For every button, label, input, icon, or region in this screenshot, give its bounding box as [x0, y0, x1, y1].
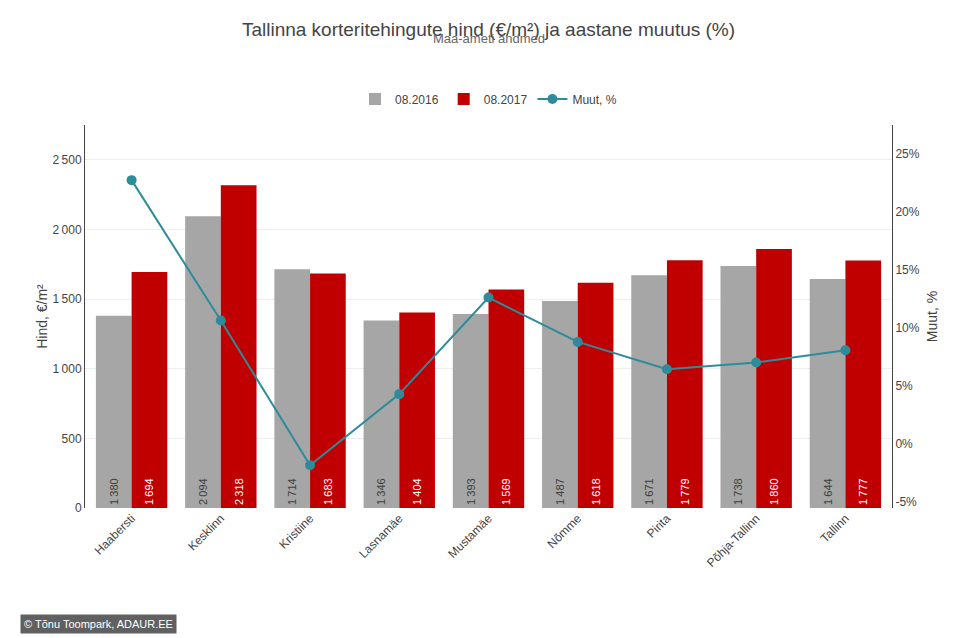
svg-text:1 380: 1 380: [108, 478, 120, 505]
svg-text:1 671: 1 671: [643, 478, 655, 505]
svg-text:1 779: 1 779: [679, 478, 691, 505]
svg-text:1 500: 1 500: [52, 292, 81, 306]
svg-text:-5%: -5%: [895, 495, 917, 509]
svg-text:1 694: 1 694: [143, 478, 155, 505]
svg-text:25%: 25%: [895, 147, 919, 161]
svg-text:1 714: 1 714: [286, 478, 298, 505]
svg-text:Maa-ameti andmed: Maa-ameti andmed: [433, 31, 545, 46]
svg-text:0: 0: [75, 501, 82, 515]
svg-text:1 569: 1 569: [500, 478, 512, 505]
svg-text:1 618: 1 618: [590, 478, 602, 505]
svg-text:Kristiine: Kristiine: [276, 511, 316, 551]
svg-text:1 683: 1 683: [322, 478, 334, 505]
svg-text:2 318: 2 318: [233, 478, 245, 505]
svg-text:2 000: 2 000: [52, 223, 81, 237]
svg-text:Muut, %: Muut, %: [924, 291, 940, 342]
svg-text:1 777: 1 777: [857, 478, 869, 505]
svg-text:Lasnamäe: Lasnamäe: [356, 511, 406, 561]
svg-text:10%: 10%: [895, 321, 919, 335]
svg-text:08.2016: 08.2016: [395, 93, 439, 107]
svg-text:1 000: 1 000: [52, 362, 81, 376]
svg-text:Muut, %: Muut, %: [572, 93, 616, 107]
svg-text:1 738: 1 738: [732, 478, 744, 505]
svg-text:5%: 5%: [895, 379, 913, 393]
svg-text:Kesklinn: Kesklinn: [185, 511, 227, 553]
svg-text:1 404: 1 404: [411, 478, 423, 505]
svg-text:15%: 15%: [895, 263, 919, 277]
svg-text:Nõmme: Nõmme: [544, 511, 584, 551]
svg-text:1 860: 1 860: [768, 478, 780, 505]
svg-text:Mustamäe: Mustamäe: [445, 511, 495, 561]
svg-text:2 500: 2 500: [52, 153, 81, 167]
svg-text:0%: 0%: [895, 437, 913, 451]
svg-text:Hind, €/m²: Hind, €/m²: [34, 284, 50, 349]
svg-text:500: 500: [62, 432, 82, 446]
svg-text:© Tõnu Toompark, ADAUR.EE: © Tõnu Toompark, ADAUR.EE: [24, 618, 173, 630]
svg-text:1 644: 1 644: [822, 478, 834, 505]
svg-text:20%: 20%: [895, 205, 919, 219]
svg-text:Põhja-Tallinn: Põhja-Tallinn: [704, 511, 762, 569]
svg-text:Tallinn: Tallinn: [818, 511, 852, 545]
svg-text:1 487: 1 487: [554, 478, 566, 505]
svg-text:1 346: 1 346: [375, 478, 387, 505]
svg-text:Tallinna korteritehingute hind: Tallinna korteritehingute hind (€/m²) ja…: [242, 19, 735, 40]
svg-text:Haabersti: Haabersti: [92, 511, 138, 557]
svg-text:2 094: 2 094: [197, 478, 209, 505]
svg-text:Pirita: Pirita: [644, 511, 673, 540]
svg-text:1 393: 1 393: [465, 478, 477, 505]
svg-text:08.2017: 08.2017: [484, 93, 528, 107]
